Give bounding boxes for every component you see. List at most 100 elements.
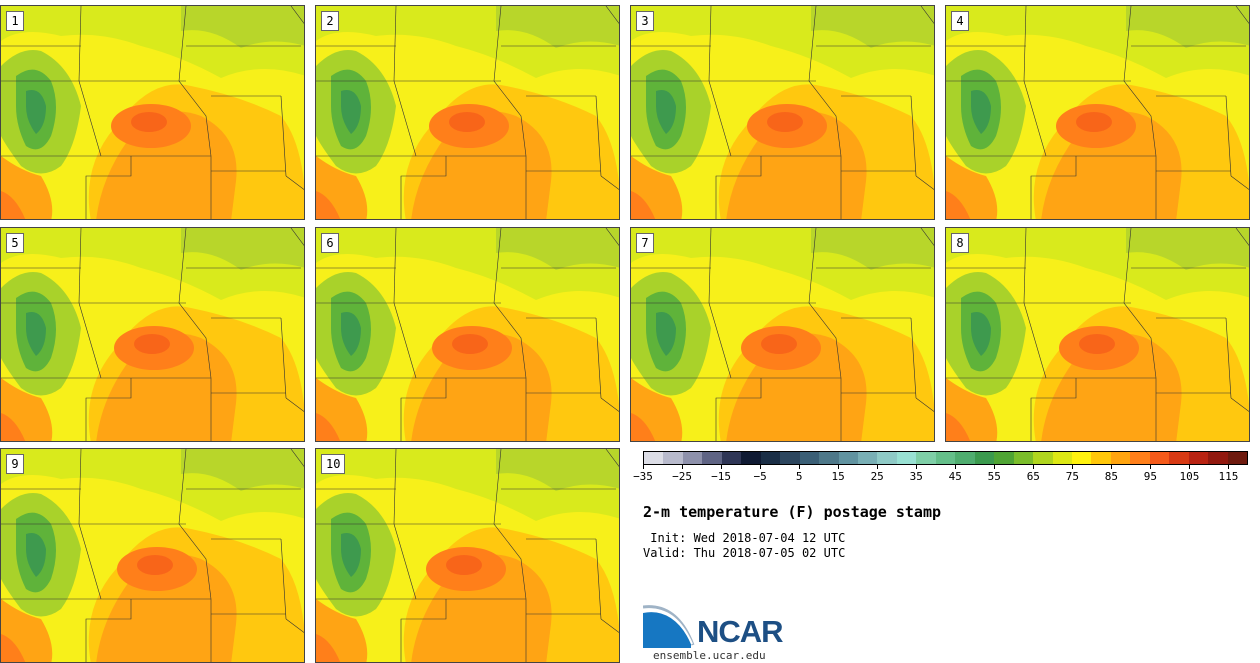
colorbar-tick-label: 75 (1065, 470, 1079, 483)
member-stamp-8[interactable]: 8 (945, 227, 1250, 442)
valid-time: Valid: Thu 2018-07-05 02 UTC (643, 546, 846, 560)
colorbar-segment (877, 452, 897, 464)
colorbar-tick-mark (877, 465, 879, 469)
colorbar-tick-label: 65 (1026, 470, 1040, 483)
colorbar-segment (702, 452, 722, 464)
colorbar-segment (682, 452, 703, 464)
temperature-map (316, 228, 619, 441)
colorbar-segment (955, 452, 975, 464)
colorbar-segment (1071, 452, 1092, 464)
colorbar-tick-label: 85 (1104, 470, 1118, 483)
member-stamp-4[interactable]: 4 (945, 5, 1250, 220)
colorbar-tick-mark (1111, 465, 1113, 469)
colorbar-segment (760, 452, 781, 464)
colorbar-tick-mark (838, 465, 840, 469)
colorbar-tick-mark (1033, 465, 1035, 469)
temperature-map (946, 6, 1249, 219)
member-label: 3 (636, 11, 654, 31)
temperature-map (1, 6, 304, 219)
product-title: 2-m temperature (F) postage stamp (643, 503, 942, 521)
colorbar-tick-mark (1072, 465, 1074, 469)
colorbar-tick-mark (916, 465, 918, 469)
colorbar-segment (1091, 452, 1111, 464)
member-label: 9 (6, 454, 24, 474)
colorbar-tick-mark (682, 465, 684, 469)
colorbar-tick-label: −35 (633, 470, 653, 483)
colorbar-segment (1130, 452, 1150, 464)
colorbar-tick-mark (799, 465, 801, 469)
colorbar-tick-label: −15 (711, 470, 731, 483)
logo-wordmark: NCAR (697, 614, 784, 649)
site-url[interactable]: ensemble.ucar.edu (653, 649, 766, 662)
member-label: 1 (6, 11, 24, 31)
colorbar-tick-label: 25 (870, 470, 884, 483)
colorbar-tick-label: 15 (831, 470, 845, 483)
colorbar-tick-mark (643, 465, 644, 469)
colorbar-tick-label: −5 (753, 470, 767, 483)
colorbar-segment (896, 452, 917, 464)
colorbar-segment (663, 452, 683, 464)
member-stamp-5[interactable]: 5 (0, 227, 305, 442)
colorbar-segment (644, 452, 664, 464)
colorbar-segment (1188, 452, 1209, 464)
member-label: 4 (951, 11, 969, 31)
colorbar-tick-mark (1228, 465, 1230, 469)
colorbar-tick-labels: −35 −25 −15 −5 5 15 25 35 45 55 65 75 85 95 105 115 (633, 470, 1248, 484)
colorbar-segment (780, 452, 800, 464)
colorbar-segment (741, 452, 761, 464)
colorbar-tick-label: 35 (909, 470, 923, 483)
colorbar-tick-label: 45 (948, 470, 962, 483)
colorbar-segment (1110, 452, 1131, 464)
ncar-logo-icon (643, 605, 695, 648)
member-label: 6 (321, 233, 339, 253)
colorbar-tick-mark (760, 465, 762, 469)
colorbar-tick-mark (1150, 465, 1152, 469)
member-label: 5 (6, 233, 24, 253)
temperature-map (316, 6, 619, 219)
colorbar-segment (1227, 452, 1248, 464)
colorbar-segment (1208, 452, 1228, 464)
temperature-map (631, 228, 934, 441)
member-label: 8 (951, 233, 969, 253)
colorbar-tick-label: 55 (987, 470, 1001, 483)
colorbar-segment (1052, 452, 1072, 464)
colorbar-tick-label: 115 (1218, 470, 1239, 483)
colorbar-segment (721, 452, 742, 464)
colorbar-tick-label: −25 (672, 470, 692, 483)
colorbar-segment (1013, 452, 1034, 464)
member-stamp-6[interactable]: 6 (315, 227, 620, 442)
colorbar-segment (1169, 452, 1189, 464)
member-label: 7 (636, 233, 654, 253)
colorbar-segment (838, 452, 858, 464)
colorbar-segment (935, 452, 956, 464)
colorbar-tick-mark (1189, 465, 1191, 469)
member-label: 2 (321, 11, 339, 31)
colorbar-tick-label: 95 (1143, 470, 1158, 483)
member-stamp-2[interactable]: 2 (315, 5, 620, 220)
temperature-map (631, 6, 934, 219)
member-stamp-9[interactable]: 9 (0, 448, 305, 663)
colorbar-tick-label: 105 (1179, 470, 1200, 483)
colorbar-segment (916, 452, 936, 464)
temperature-map (1, 449, 304, 662)
colorbar-tick-mark (955, 465, 957, 469)
colorbar-segment (1033, 452, 1053, 464)
temperature-colorbar (643, 451, 1248, 465)
colorbar-segment (994, 452, 1014, 464)
init-time: Init: Wed 2018-07-04 12 UTC (643, 531, 846, 545)
member-stamp-1[interactable]: 1 (0, 5, 305, 220)
colorbar-tick-mark (721, 465, 723, 469)
member-stamp-3[interactable]: 3 (630, 5, 935, 220)
member-stamp-10[interactable]: 10 (315, 448, 620, 663)
member-stamp-7[interactable]: 7 (630, 227, 935, 442)
colorbar-segment (1149, 452, 1170, 464)
temperature-map (1, 228, 304, 441)
colorbar-segment (857, 452, 878, 464)
temperature-map (946, 228, 1249, 441)
colorbar-segment (974, 452, 995, 464)
temperature-map (316, 449, 619, 662)
colorbar-tick-mark (994, 465, 996, 469)
colorbar-tick-label: 5 (795, 470, 803, 483)
member-label: 10 (321, 454, 346, 474)
colorbar-segment (799, 452, 820, 464)
